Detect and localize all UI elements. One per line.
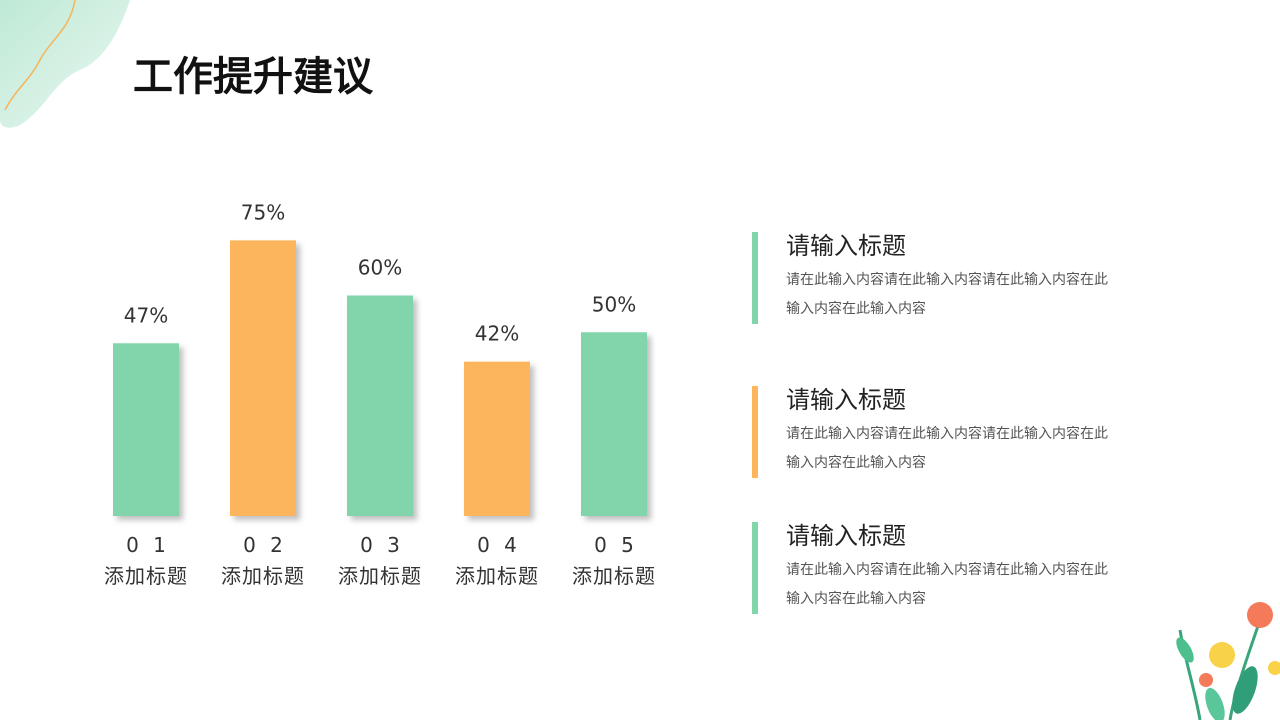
note-title: 请输入标题 — [786, 232, 906, 260]
note-title: 请输入标题 — [786, 386, 906, 414]
slide-title: 工作提升建议 — [133, 54, 374, 100]
flower-decoration — [1176, 602, 1280, 720]
category-subtitle: 添加标题 — [104, 564, 188, 588]
bar — [464, 361, 530, 516]
category-subtitle: 添加标题 — [338, 564, 422, 588]
note: 请输入标题请在此输入内容请在此输入内容请在此输入内容在此输入内容在此输入内容 — [752, 386, 1116, 478]
value-label: 60% — [358, 256, 402, 280]
note: 请输入标题请在此输入内容请在此输入内容请在此输入内容在此输入内容在此输入内容 — [752, 232, 1116, 324]
note: 请输入标题请在此输入内容请在此输入内容请在此输入内容在此输入内容在此输入内容 — [752, 522, 1116, 614]
category-label: 0 1 — [126, 533, 170, 557]
category-label: 0 2 — [243, 533, 287, 557]
category-subtitle: 添加标题 — [572, 564, 656, 588]
category-label: 0 5 — [594, 533, 638, 557]
bar — [113, 343, 179, 516]
category-label: 0 3 — [360, 533, 404, 557]
category-subtitle: 添加标题 — [221, 564, 305, 588]
note-text: 请在此输入内容请在此输入内容请在此输入内容在此输入内容在此输入内容 — [786, 562, 1108, 607]
value-label: 50% — [592, 292, 636, 316]
value-label: 75% — [241, 200, 285, 224]
bar — [347, 295, 413, 516]
value-label: 47% — [124, 303, 168, 327]
note-text: 请在此输入内容请在此输入内容请在此输入内容在此输入内容在此输入内容 — [786, 272, 1108, 317]
bar — [581, 332, 647, 516]
bar — [230, 240, 296, 516]
category-label: 0 4 — [477, 533, 521, 557]
note-title: 请输入标题 — [786, 522, 906, 550]
category-subtitle: 添加标题 — [455, 564, 539, 588]
note-text: 请在此输入内容请在此输入内容请在此输入内容在此输入内容在此输入内容 — [786, 426, 1108, 471]
value-label: 42% — [475, 322, 519, 346]
corner-decoration — [0, 0, 130, 128]
